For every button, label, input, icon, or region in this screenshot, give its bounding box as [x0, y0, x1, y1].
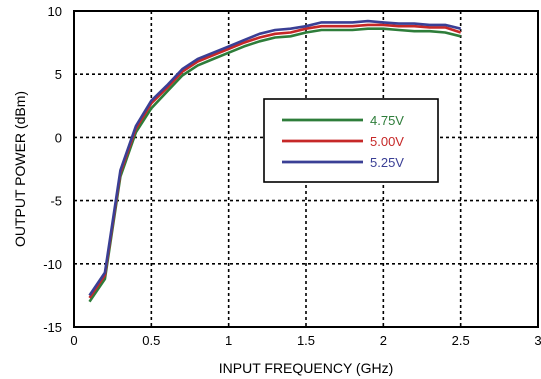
- x-tick-label: 1.5: [297, 333, 315, 348]
- x-axis-ticks: 0 0.5 1 1.5 2 2.5 3: [70, 333, 541, 348]
- series-line-3: [88, 19, 462, 297]
- x-tick-label: 3: [534, 333, 541, 348]
- y-tick-label: 10: [48, 4, 62, 19]
- series-lines: [88, 19, 462, 303]
- legend-label: 5.25V: [370, 155, 404, 170]
- y-tick-label: 5: [55, 67, 62, 82]
- y-tick-label: -5: [50, 194, 62, 209]
- legend: 4.75V 5.00V 5.25V: [263, 98, 439, 183]
- y-tick-label: -10: [43, 257, 62, 272]
- x-axis-title: INPUT FREQUENCY (GHz): [219, 360, 394, 376]
- x-tick-label: 2.5: [452, 333, 470, 348]
- plot-area-frame: [73, 10, 539, 328]
- legend-label: 4.75V: [370, 113, 404, 128]
- y-axis-ticks: 10 5 0 -5 -10 -15: [43, 4, 62, 335]
- y-tick-label: -15: [43, 320, 62, 335]
- series-line-2: [88, 23, 462, 299]
- series-line-1: [88, 27, 462, 303]
- x-tick-label: 1: [225, 333, 232, 348]
- y-tick-label: 0: [55, 130, 62, 145]
- legend-label: 5.00V: [370, 134, 404, 149]
- x-tick-label: 0: [70, 333, 77, 348]
- x-tick-label: 0.5: [142, 333, 160, 348]
- x-tick-label: 2: [380, 333, 387, 348]
- y-axis-title: OUTPUT POWER (dBm): [12, 91, 28, 247]
